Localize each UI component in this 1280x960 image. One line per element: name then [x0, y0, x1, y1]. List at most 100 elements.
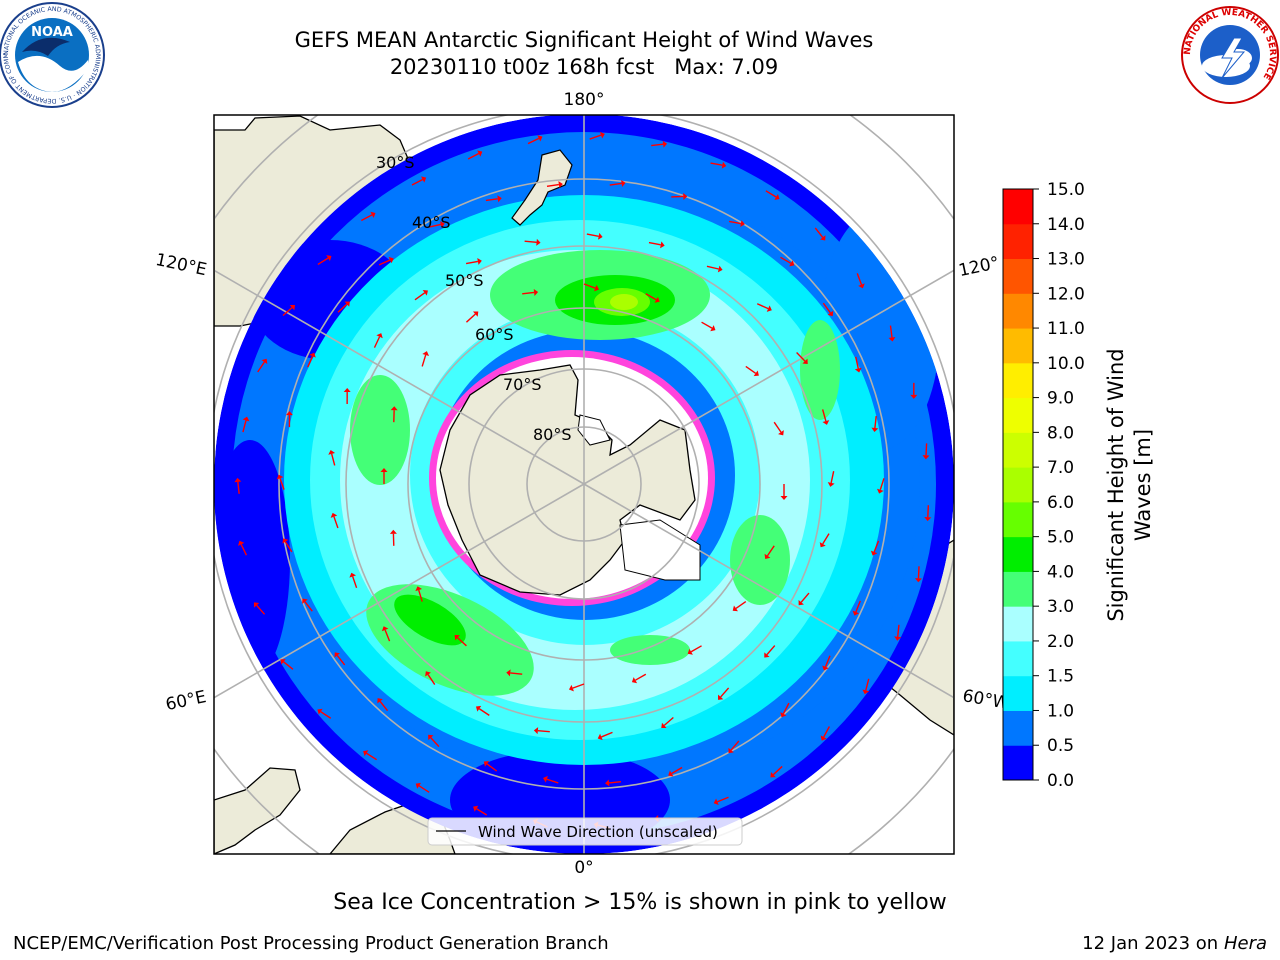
wind-arrow [924, 505, 932, 522]
colorbar-tick-label: 2.0 [1047, 632, 1074, 652]
colorbar-segment [1003, 606, 1033, 642]
lat-label-80s: 80°S [533, 425, 572, 444]
wind-arrow [411, 176, 427, 186]
colorbar-tick-label: 1.5 [1047, 667, 1074, 687]
wind-arrow [524, 238, 541, 246]
wind-arrow [317, 708, 332, 719]
colorbar-tick-label: 1.0 [1047, 701, 1074, 721]
wind-arrow [764, 545, 775, 560]
max-value-label: Max: 7.09 [674, 55, 779, 79]
wind-arrow [870, 540, 880, 556]
forecast-run-label: 20230110 t00z 168h fcst [389, 55, 655, 79]
colorbar-label-line1: Significant Height of Wind [1104, 348, 1128, 621]
wind-arrow [814, 227, 826, 241]
wind-arrow [546, 181, 563, 189]
wind-arrow [334, 652, 346, 666]
wind-arrow [465, 257, 482, 265]
colorbar-tick-label: 7.0 [1047, 458, 1074, 478]
footer-machine: Hera [1223, 933, 1267, 954]
wind-arrow [648, 241, 665, 249]
lon-label-60e: 60°E [164, 687, 208, 715]
colorbar-tick-label: 9.0 [1047, 389, 1074, 409]
lon-label-120w: 120° [957, 253, 1001, 281]
chart-subtitle: 20230110 t00z 168h fcst Max: 7.09 [0, 54, 1168, 80]
wind-arrow [862, 678, 870, 695]
colorbar-segment [1003, 328, 1033, 364]
wind-arrow [770, 765, 783, 778]
wind-arrow [343, 388, 351, 405]
colorbar-segment [1003, 571, 1033, 607]
wind-arrow [609, 180, 626, 187]
wind-arrow [821, 409, 830, 425]
wind-arrow [465, 311, 479, 323]
antarctica-land [439, 364, 696, 596]
chart-title: GEFS MEAN Antarctic Significant Height o… [294, 28, 874, 52]
wind-arrow [506, 669, 523, 677]
wind-arrow [745, 365, 759, 377]
wind-arrow [856, 273, 865, 289]
legend-label: Wind Wave Direction (unscaled) [478, 823, 718, 841]
wind-arrow [922, 443, 930, 460]
colorbar-tick-label: 8.0 [1047, 423, 1074, 443]
colorbar-segment [1003, 675, 1033, 711]
wind-arrow [415, 782, 430, 793]
wind-arrow [238, 540, 248, 556]
wind-arrow [701, 321, 716, 332]
noaa-logo-text: NOAA [31, 25, 73, 40]
wind-arrow [282, 538, 293, 553]
colorbar-segment [1003, 362, 1033, 399]
colorbar-tick-label: 3.0 [1047, 597, 1074, 617]
wind-arrow [381, 626, 391, 642]
lat-label-50s: 50°S [445, 271, 484, 290]
colorbar-tick-label: 15.0 [1047, 180, 1085, 200]
graticule [214, 115, 954, 854]
lat-label-60s: 60°S [475, 325, 514, 344]
wind-arrow [780, 484, 788, 500]
lon-label-120e: 120°E [154, 250, 209, 280]
colorbar-tick-label: 0.5 [1047, 736, 1074, 756]
wind-arrow [377, 698, 389, 712]
wind-arrow [871, 416, 879, 433]
wind-arrow [337, 301, 350, 313]
wind-arrow [876, 478, 885, 494]
colorbar-border [1002, 188, 1034, 781]
wind-arrow [773, 421, 784, 436]
wind-arrow [710, 161, 727, 169]
wind-arrow [910, 382, 918, 399]
wind-arrow [527, 135, 543, 145]
colorbar-tick-label: 0.0 [1047, 771, 1074, 791]
wind-arrow [349, 572, 358, 589]
wind-arrow [914, 566, 922, 583]
colorbar-segment [1003, 432, 1033, 468]
wind-arrow [687, 645, 702, 655]
wind-arrow [317, 255, 332, 266]
wind-arrow [428, 221, 445, 228]
colorbar-segment [1003, 710, 1033, 746]
wind-arrow [651, 140, 668, 148]
wind-arrow [780, 256, 795, 267]
footer-date-text: 12 Jan 2023 on [1082, 933, 1224, 954]
wind-arrow [454, 635, 467, 647]
wind-arrow [732, 600, 747, 612]
wind-arrow [728, 740, 740, 754]
wind-arrow [820, 726, 830, 741]
wind-arrow [285, 411, 293, 428]
footer-organization: NCEP/EMC/Verification Post Processing Pr… [13, 933, 609, 954]
wind-arrow [605, 779, 622, 787]
wind-arrow [852, 600, 861, 616]
wind-arrow [380, 468, 388, 484]
colorbar-segment [1003, 223, 1033, 260]
colorbar-tick-label: 13.0 [1047, 250, 1085, 270]
lat-label-70s: 70°S [503, 375, 542, 394]
new-zealand-land [511, 149, 573, 226]
wind-arrow [473, 805, 488, 816]
colorbar-segment [1003, 189, 1033, 225]
wind-arrow [242, 416, 250, 433]
noaa-logo: NATIONAL OCEANIC AND ATMOSPHERIC ADMINIS… [0, 0, 105, 108]
wind-arrow [257, 358, 268, 373]
wind-arrow [373, 333, 383, 348]
wind-arrow [765, 190, 780, 200]
projection-disk [214, 115, 954, 854]
lat-label-30s: 30°S [376, 153, 415, 172]
